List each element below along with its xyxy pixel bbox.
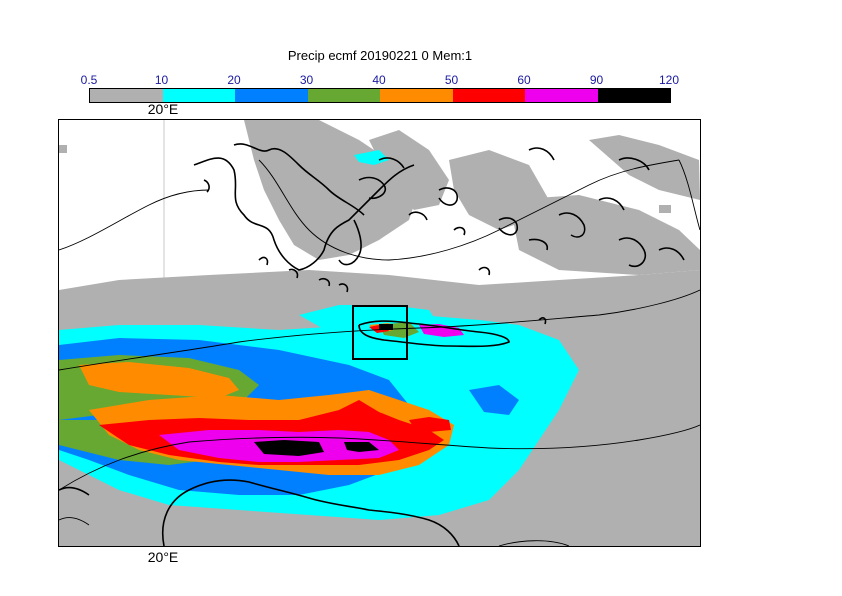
colorbar-segment: [235, 89, 308, 102]
coastlines: [59, 143, 685, 546]
colorbar-segment: [162, 89, 235, 102]
lon-label-bottom: 20°E: [147, 549, 179, 565]
colorbar-segment: [525, 89, 598, 102]
colorbar-tick-labels: 0.5 10 20 30 40 50 60 90 120: [81, 73, 679, 89]
lon-label-top: 20°E: [147, 101, 179, 117]
colorbar-tick: 0.5: [80, 73, 98, 87]
colorbar-segment: [90, 89, 163, 102]
colorbar-tick: 120: [658, 73, 680, 87]
colorbar-segment: [597, 89, 670, 102]
colorbar: [89, 88, 671, 103]
colorbar-segment: [307, 89, 380, 102]
chart-title: Precip ecmf 20190221 0 Mem:1: [287, 48, 473, 63]
colorbar-tick: 20: [227, 73, 241, 87]
colorbar-tick: 10: [154, 73, 169, 87]
map-canvas: [59, 120, 700, 546]
region-box: [352, 305, 408, 360]
colorbar-tick: 40: [372, 73, 386, 87]
boundary-lines: [59, 159, 700, 546]
precip-layer-black: [254, 324, 393, 456]
colorbar-tick: 60: [517, 73, 531, 87]
colorbar-tick: 30: [299, 73, 314, 87]
colorbar-segment: [380, 89, 453, 102]
colorbar-tick: 50: [444, 73, 459, 87]
precip-map: [58, 119, 701, 547]
colorbar-tick: 90: [589, 73, 604, 87]
colorbar-segment: [452, 89, 525, 102]
